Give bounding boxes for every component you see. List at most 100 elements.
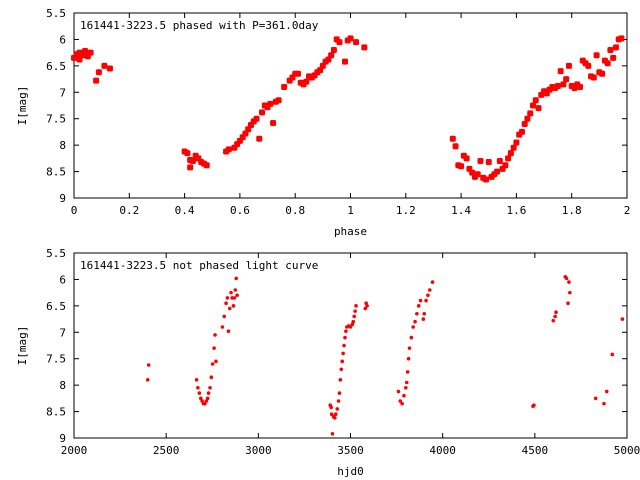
data-point: [406, 356, 411, 361]
data-point: [205, 396, 210, 401]
y-tick-label: 7.5: [46, 113, 66, 126]
data-point: [404, 385, 408, 390]
data-point: [146, 363, 151, 367]
x-tick-label: 0.4: [175, 204, 195, 217]
data-point: [518, 128, 525, 135]
data-point: [554, 310, 558, 315]
data-point: [337, 391, 342, 395]
data-point: [101, 62, 108, 69]
y-tick-label: 7: [59, 326, 66, 339]
data-point: [413, 319, 417, 324]
data-point: [187, 164, 194, 171]
data-point: [222, 314, 227, 319]
data-point: [482, 176, 489, 183]
x-tick-label: 5000: [614, 444, 640, 457]
y-tick-label: 7: [59, 86, 66, 99]
data-point: [407, 346, 412, 350]
data-point: [535, 105, 542, 112]
data-point: [427, 288, 432, 292]
x-tick-label: 1.4: [451, 204, 471, 217]
data-point: [329, 405, 333, 410]
data-point: [409, 335, 414, 340]
plot-frame: [73, 252, 628, 439]
data-point: [341, 58, 348, 65]
data-point: [348, 325, 353, 329]
data-point: [336, 399, 341, 403]
data-point: [513, 139, 520, 146]
data-point: [402, 393, 406, 398]
data-point: [235, 293, 239, 298]
data-point: [477, 158, 484, 164]
y-axis-label: I[mag]: [16, 86, 29, 126]
data-point: [333, 416, 337, 420]
data-point: [209, 375, 214, 380]
y-tick-label: 8.5: [46, 406, 66, 419]
data-point: [560, 81, 567, 88]
y-tick-label: 6: [59, 273, 66, 286]
y-tick-label: 6.5: [46, 60, 66, 73]
data-point: [604, 60, 611, 67]
data-point: [341, 351, 345, 356]
data-point: [507, 150, 514, 157]
data-point: [554, 82, 561, 89]
data-point: [599, 70, 606, 77]
data-point: [253, 115, 260, 122]
data-point: [521, 121, 528, 127]
data-point: [338, 378, 343, 382]
x-tick-label: 0.2: [119, 204, 139, 217]
data-point: [593, 396, 598, 401]
data-point: [463, 155, 470, 162]
x-axis-label: phase: [334, 225, 367, 238]
data-point: [502, 162, 509, 169]
data-point: [532, 403, 536, 408]
x-tick-label: 2: [624, 204, 631, 217]
data-point: [363, 306, 368, 311]
data-point: [604, 389, 609, 394]
data-point: [329, 412, 334, 417]
data-point: [82, 48, 89, 55]
x-tick-label: 1.6: [506, 204, 526, 217]
data-point: [196, 385, 200, 390]
data-point: [568, 290, 572, 295]
data-point: [361, 44, 368, 51]
y-tick-label: 6.5: [46, 300, 66, 313]
data-point: [339, 367, 344, 372]
y-tick-label: 9: [59, 192, 66, 205]
x-tick-label: 2500: [153, 444, 180, 457]
data-point: [485, 159, 492, 166]
data-point: [612, 44, 619, 51]
data-point: [270, 119, 277, 126]
data-point: [404, 380, 409, 385]
chart-title: 161441-3223.5 phased with P=361.0day: [80, 19, 319, 32]
data-point: [418, 298, 423, 303]
data-point: [567, 280, 571, 284]
data-point: [210, 362, 215, 366]
x-tick-label: 3000: [245, 444, 272, 457]
chart-2: 2000 2500 3000 3500 4000 4500 5000 5.5 6 6.5 7 7.5 8…: [16, 247, 640, 478]
data-point: [294, 70, 301, 77]
data-point: [396, 389, 401, 394]
data-point: [336, 39, 343, 46]
data-point: [405, 370, 410, 374]
data-point: [553, 314, 557, 319]
data-point: [416, 304, 421, 308]
data-point: [354, 304, 358, 308]
data-point: [566, 301, 570, 306]
x-tick-label: 0.8: [285, 204, 305, 217]
data-point: [212, 346, 216, 350]
data-point: [232, 296, 237, 300]
data-point: [194, 378, 199, 382]
data-point: [565, 62, 572, 69]
data-point: [220, 325, 225, 329]
data-point: [95, 69, 102, 76]
data-point: [225, 146, 232, 153]
data-point: [340, 359, 345, 364]
data-point: [564, 276, 569, 281]
data-point: [208, 385, 212, 390]
data-point: [426, 293, 430, 298]
chart-title: 161441-3223.5 not phased light curve: [80, 259, 318, 272]
data-point: [330, 47, 337, 53]
data-point: [422, 311, 427, 316]
data-point: [529, 102, 536, 109]
